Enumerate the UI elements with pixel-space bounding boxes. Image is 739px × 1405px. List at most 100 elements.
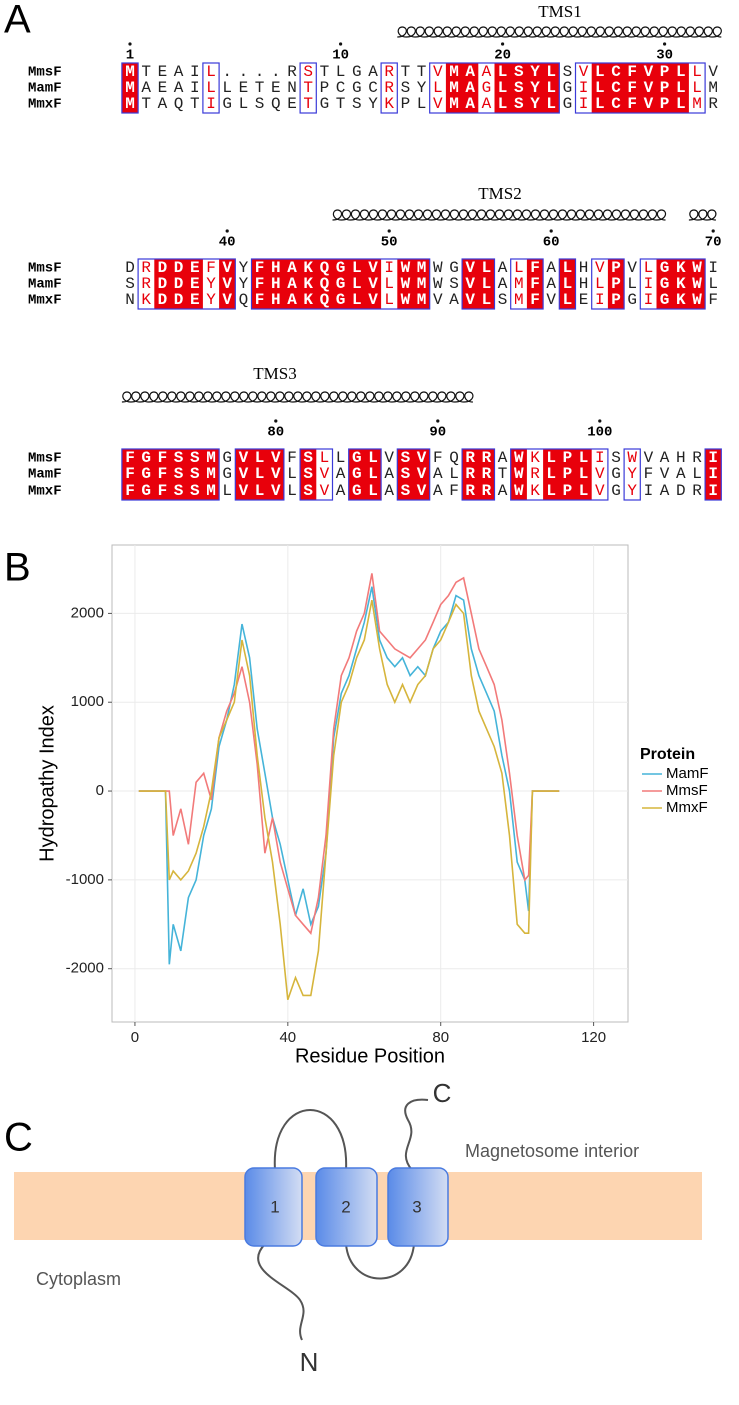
legend-label: MmsF: [666, 782, 708, 799]
ruler-number: 50: [381, 235, 398, 251]
ruler-dot: [339, 42, 343, 46]
region-label: Cytoplasm: [36, 1269, 121, 1289]
panel-label: C: [4, 1116, 33, 1160]
identity-box: [348, 449, 382, 500]
data-line: [138, 586, 560, 965]
ruler-number: 30: [656, 48, 673, 64]
y-tick-label: -1000: [66, 871, 104, 888]
ruler-number: 10: [332, 48, 349, 64]
identity-box: [462, 449, 495, 500]
tms-label: TMS2: [478, 184, 521, 203]
x-tick-label: 120: [581, 1029, 606, 1046]
similarity-frame: [299, 448, 334, 501]
ruler-dot: [387, 229, 391, 233]
tms-label: TMS1: [538, 2, 581, 21]
identity-box: [251, 259, 382, 309]
identity-box: [656, 259, 706, 309]
terminus-label: C: [433, 1078, 452, 1108]
ruler-dot: [501, 42, 505, 46]
ruler-dot: [128, 42, 132, 46]
sequence-name: MmxF: [28, 97, 62, 113]
identity-box: [300, 449, 317, 500]
sequence-name: MamF: [28, 277, 62, 293]
identity-box: [235, 449, 284, 500]
identity-box: [445, 63, 479, 113]
similarity-frame: [234, 448, 285, 501]
tms-label: TMS3: [253, 364, 296, 383]
data-line: [138, 599, 560, 1001]
identity-box: [510, 449, 527, 500]
ruler-dot: [274, 419, 278, 423]
similarity-frame: [202, 62, 220, 114]
y-tick-label: -2000: [66, 960, 104, 977]
similarity-frame: [121, 448, 220, 501]
loop: [345, 1243, 415, 1280]
identity-box: [121, 449, 220, 500]
region-label: Magnetosome interior: [465, 1141, 639, 1161]
loop: [273, 1109, 348, 1171]
y-axis-label: Hydropathy Index: [36, 705, 58, 862]
similarity-frame: [510, 448, 609, 501]
similarity-frame: [639, 258, 706, 310]
x-tick-label: 0: [131, 1029, 139, 1046]
ruler-dot: [663, 42, 667, 46]
legend-label: MmxF: [666, 799, 708, 816]
identity-box: [705, 449, 722, 500]
y-tick-label: 2000: [71, 604, 104, 621]
terminus-label: N: [300, 1347, 319, 1377]
similarity-frame: [623, 448, 641, 501]
y-tick-label: 1000: [71, 693, 104, 710]
c-tail: [404, 1098, 429, 1171]
sequence-name: MmsF: [28, 65, 62, 81]
sequence-name: MmsF: [28, 451, 62, 467]
legend-label: MamF: [666, 765, 709, 782]
topology-diagram: 1 2 3 Magnetosome interior Cytoplasm C N: [14, 1078, 702, 1377]
ruler-number: 90: [429, 425, 446, 441]
similarity-frame: [704, 448, 722, 501]
identity-box: [462, 259, 495, 309]
helix-symbol: [332, 209, 667, 221]
similarity-frame: [137, 258, 236, 310]
similarity-frame: [461, 258, 496, 310]
ruler-dot: [711, 229, 715, 233]
ruler-number: 1: [126, 48, 134, 64]
similarity-frame: [121, 62, 139, 114]
similarity-frame: [574, 62, 706, 114]
plot-area: [111, 544, 629, 1023]
sequence-name: MmsF: [28, 261, 62, 277]
ruler-dot: [549, 229, 553, 233]
identity-box: [543, 449, 592, 500]
ruler-number: 100: [587, 425, 612, 441]
similarity-frame: [510, 258, 544, 310]
similarity-frame: [348, 448, 382, 501]
legend-title: Protein: [640, 746, 695, 763]
alignment: TMS1 1 10 20 30 MmsF M T E A I L.... R S T L G A R T T V M A A L S…: [28, 2, 722, 501]
similarity-frame: [299, 62, 317, 114]
similarity-frame: [461, 448, 496, 501]
chart: -2000 -1000 0 1000 2000 0 40 80 120 Residue Posit…: [36, 544, 709, 1067]
ruler-number: 60: [543, 235, 560, 251]
helix-symbol: [688, 209, 717, 221]
x-tick-label: 40: [279, 1029, 296, 1046]
sequence-name: MamF: [28, 81, 62, 97]
similarity-frame: [396, 448, 431, 501]
sequence-name: MamF: [28, 467, 62, 483]
helix-symbol: [121, 391, 474, 403]
similarity-frame: [380, 62, 398, 114]
helix: [244, 1167, 303, 1247]
helix-label: 2: [341, 1197, 350, 1216]
identity-box: [591, 63, 689, 113]
ruler-dot: [436, 419, 440, 423]
helix: [387, 1167, 449, 1247]
identity-box: [397, 449, 430, 500]
ruler-number: 20: [494, 48, 511, 64]
